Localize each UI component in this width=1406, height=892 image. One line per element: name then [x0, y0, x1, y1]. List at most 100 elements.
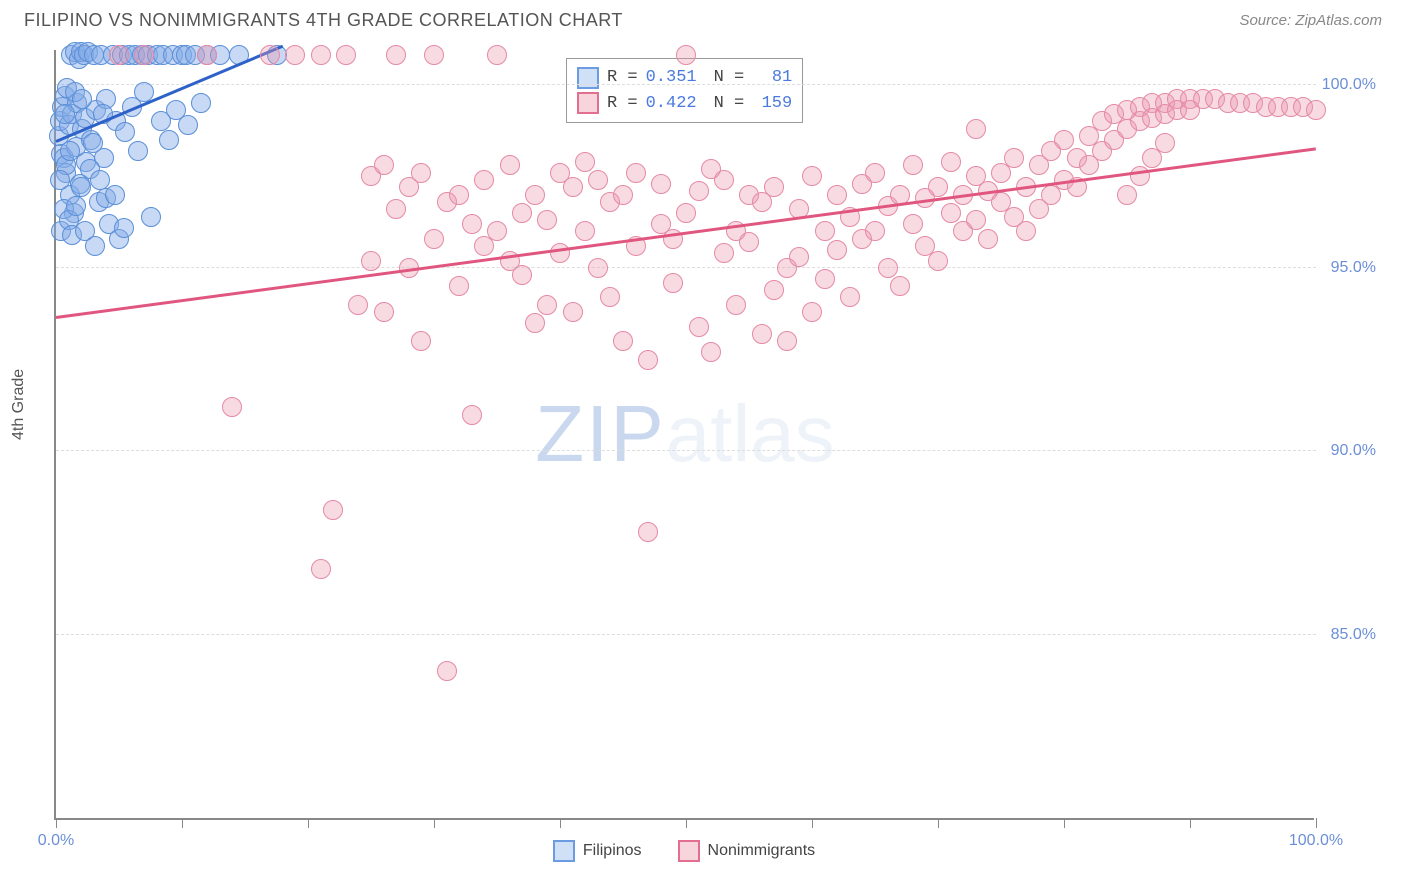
data-point [83, 133, 103, 153]
data-point [449, 185, 469, 205]
data-point [802, 302, 822, 322]
data-point [191, 93, 211, 113]
data-point [60, 141, 80, 161]
data-point [336, 45, 356, 65]
data-point [575, 152, 595, 172]
data-point [802, 166, 822, 186]
x-tick [1316, 818, 1317, 828]
data-point [348, 295, 368, 315]
x-tick [1190, 818, 1191, 828]
data-point [361, 251, 381, 271]
x-tick [56, 818, 57, 828]
data-point [714, 170, 734, 190]
data-point [285, 45, 305, 65]
data-point [411, 163, 431, 183]
data-point [128, 141, 148, 161]
gridline [56, 450, 1316, 451]
data-point [764, 177, 784, 197]
data-point [550, 243, 570, 263]
data-point [512, 265, 532, 285]
r-label: R = [607, 65, 638, 91]
data-point [663, 273, 683, 293]
x-tick [560, 818, 561, 828]
data-point [114, 218, 134, 238]
legend-label: Filipinos [583, 842, 642, 860]
data-point [588, 258, 608, 278]
gridline [56, 84, 1316, 85]
data-point [525, 185, 545, 205]
data-point [827, 185, 847, 205]
data-point [966, 119, 986, 139]
data-point [1054, 130, 1074, 150]
data-point [752, 324, 772, 344]
data-point [1306, 100, 1326, 120]
x-tick [308, 818, 309, 828]
data-point [928, 251, 948, 271]
legend-swatch [678, 840, 700, 862]
data-point [141, 207, 161, 227]
data-point [55, 104, 75, 124]
watermark: ZIPatlas [535, 388, 834, 480]
data-point [689, 181, 709, 201]
watermark-part1: ZIP [535, 389, 665, 478]
chart-title: FILIPINO VS NONIMMIGRANTS 4TH GRADE CORR… [24, 10, 623, 31]
x-tick [434, 818, 435, 828]
data-point [928, 177, 948, 197]
legend-item: Filipinos [553, 840, 642, 862]
y-tick-label: 95.0% [1331, 259, 1376, 277]
data-point [311, 45, 331, 65]
source-label: Source: ZipAtlas.com [1239, 12, 1382, 29]
trend-line [56, 148, 1316, 320]
plot-container: ZIPatlas R =0.351N =81R =0.422N =159 85.… [54, 50, 1354, 820]
gridline [56, 267, 1316, 268]
data-point [903, 155, 923, 175]
watermark-part2: atlas [666, 389, 835, 478]
data-point [115, 122, 135, 142]
data-point [890, 276, 910, 296]
data-point [563, 177, 583, 197]
data-point [487, 45, 507, 65]
data-point [764, 280, 784, 300]
data-point [512, 203, 532, 223]
data-point [424, 45, 444, 65]
n-value: 81 [752, 65, 792, 91]
data-point [197, 45, 217, 65]
data-point [222, 397, 242, 417]
data-point [789, 247, 809, 267]
data-point [71, 177, 91, 197]
stats-legend: R =0.351N =81R =0.422N =159 [566, 58, 803, 123]
r-value: 0.422 [646, 91, 706, 117]
data-point [525, 313, 545, 333]
data-point [260, 45, 280, 65]
data-point [1004, 148, 1024, 168]
data-point [638, 350, 658, 370]
data-point [311, 559, 331, 579]
data-point [374, 302, 394, 322]
n-value: 159 [752, 91, 792, 117]
data-point [878, 258, 898, 278]
data-point [537, 295, 557, 315]
legend-swatch [553, 840, 575, 862]
data-point [626, 163, 646, 183]
plot-area: ZIPatlas R =0.351N =81R =0.422N =159 85.… [54, 50, 1314, 820]
data-point [676, 203, 696, 223]
data-point [588, 170, 608, 190]
legend-swatch [577, 67, 599, 89]
data-point [701, 342, 721, 362]
data-point [72, 89, 92, 109]
data-point [941, 152, 961, 172]
data-point [411, 331, 431, 351]
x-tick [686, 818, 687, 828]
data-point [865, 163, 885, 183]
y-tick-label: 85.0% [1331, 626, 1376, 644]
y-tick-label: 100.0% [1322, 76, 1376, 94]
data-point [600, 287, 620, 307]
data-point [178, 115, 198, 135]
data-point [537, 210, 557, 230]
series-legend: Filipinos Nonimmigrants [54, 840, 1314, 862]
legend-item: Nonimmigrants [678, 840, 816, 862]
data-point [1016, 221, 1036, 241]
r-label: R = [607, 91, 638, 117]
data-point [966, 210, 986, 230]
data-point [689, 317, 709, 337]
